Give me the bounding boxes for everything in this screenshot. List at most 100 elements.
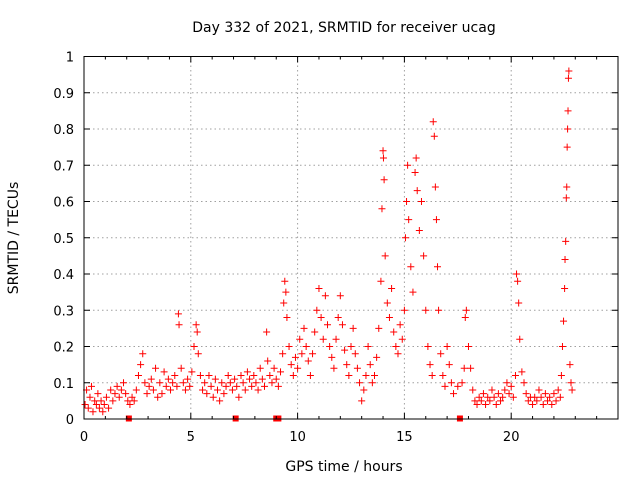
data-point xyxy=(336,292,344,300)
data-point xyxy=(550,390,558,398)
data-point xyxy=(454,382,462,390)
y-tick-label: 0.5 xyxy=(53,232,74,247)
data-point xyxy=(437,350,445,358)
data-point xyxy=(405,216,413,224)
data-point xyxy=(328,353,336,361)
data-point xyxy=(366,361,374,369)
data-point xyxy=(541,390,549,398)
data-point xyxy=(120,379,128,387)
data-point xyxy=(317,314,325,321)
data-point xyxy=(558,343,566,350)
y-tick-label: 1 xyxy=(66,51,74,66)
data-point xyxy=(560,317,568,325)
data-point xyxy=(115,393,123,401)
data-point xyxy=(522,390,530,398)
data-point xyxy=(145,382,153,390)
data-point xyxy=(562,237,570,245)
data-point xyxy=(102,393,110,401)
data-point xyxy=(529,401,537,408)
data-point xyxy=(111,390,119,398)
data-point xyxy=(509,393,517,401)
data-point xyxy=(358,397,366,405)
data-point xyxy=(196,372,204,379)
data-point xyxy=(332,335,340,343)
data-point xyxy=(566,361,574,369)
data-point xyxy=(362,372,370,379)
data-point xyxy=(370,372,378,379)
data-point xyxy=(396,321,404,329)
data-point xyxy=(475,393,483,401)
data-point xyxy=(568,386,576,394)
data-point xyxy=(287,361,295,369)
data-point xyxy=(156,379,164,387)
data-point xyxy=(132,386,140,394)
data-point xyxy=(179,379,187,387)
data-point xyxy=(289,372,297,379)
data-point xyxy=(94,390,102,398)
y-tick-label: 0.6 xyxy=(53,196,74,211)
data-point xyxy=(214,386,221,394)
data-point xyxy=(447,379,455,387)
data-point xyxy=(254,386,262,394)
data-point xyxy=(564,74,572,82)
x-axis-label: GPS time / hours xyxy=(285,459,402,475)
data-point xyxy=(479,390,487,398)
data-point xyxy=(556,393,564,401)
data-point xyxy=(420,252,428,260)
data-point xyxy=(100,401,108,408)
y-tick-label: 0.9 xyxy=(53,87,74,102)
x-tick-label: 15 xyxy=(396,430,413,445)
data-point xyxy=(380,176,388,184)
data-point xyxy=(173,382,181,390)
data-point xyxy=(364,343,372,350)
data-point xyxy=(130,397,138,405)
data-point xyxy=(439,372,447,379)
y-tick-label: 0.8 xyxy=(53,123,74,138)
data-point xyxy=(203,390,211,398)
data-point xyxy=(413,187,421,195)
data-point xyxy=(388,285,396,292)
data-point xyxy=(426,361,434,369)
data-point xyxy=(97,397,105,405)
y-tick-label: 0.3 xyxy=(53,304,74,319)
data-point xyxy=(277,368,285,376)
data-point xyxy=(537,393,545,401)
data-point xyxy=(264,357,272,365)
data-point xyxy=(139,350,147,358)
data-point xyxy=(175,321,183,329)
data-point xyxy=(554,386,562,394)
data-point xyxy=(412,154,420,162)
data-point xyxy=(298,350,306,358)
y-axis-label: SRMTID / TECUs xyxy=(6,182,22,295)
data-point xyxy=(134,372,142,379)
data-point xyxy=(302,343,310,350)
data-point xyxy=(434,263,442,271)
data-point xyxy=(190,343,198,350)
data-point xyxy=(349,324,357,332)
data-point xyxy=(141,379,149,387)
data-point xyxy=(258,375,266,383)
data-point xyxy=(375,324,383,332)
data-point xyxy=(330,364,338,372)
data-point xyxy=(422,306,430,314)
data-point xyxy=(524,397,532,405)
data-point xyxy=(164,375,172,383)
data-point xyxy=(283,314,291,321)
data-point xyxy=(411,169,419,176)
data-point xyxy=(356,379,364,387)
data-point xyxy=(149,386,157,394)
data-point xyxy=(171,372,179,379)
data-point xyxy=(494,390,502,398)
data-point xyxy=(565,67,573,75)
data-point xyxy=(360,386,368,394)
data-point xyxy=(501,386,509,394)
data-point xyxy=(285,343,293,350)
data-point xyxy=(546,393,554,401)
data-point xyxy=(137,361,145,369)
data-point xyxy=(564,125,572,133)
data-point xyxy=(484,393,492,401)
data-point xyxy=(409,288,417,296)
data-point xyxy=(544,397,552,405)
y-tick-label: 0.2 xyxy=(53,341,74,356)
data-point xyxy=(379,154,387,162)
